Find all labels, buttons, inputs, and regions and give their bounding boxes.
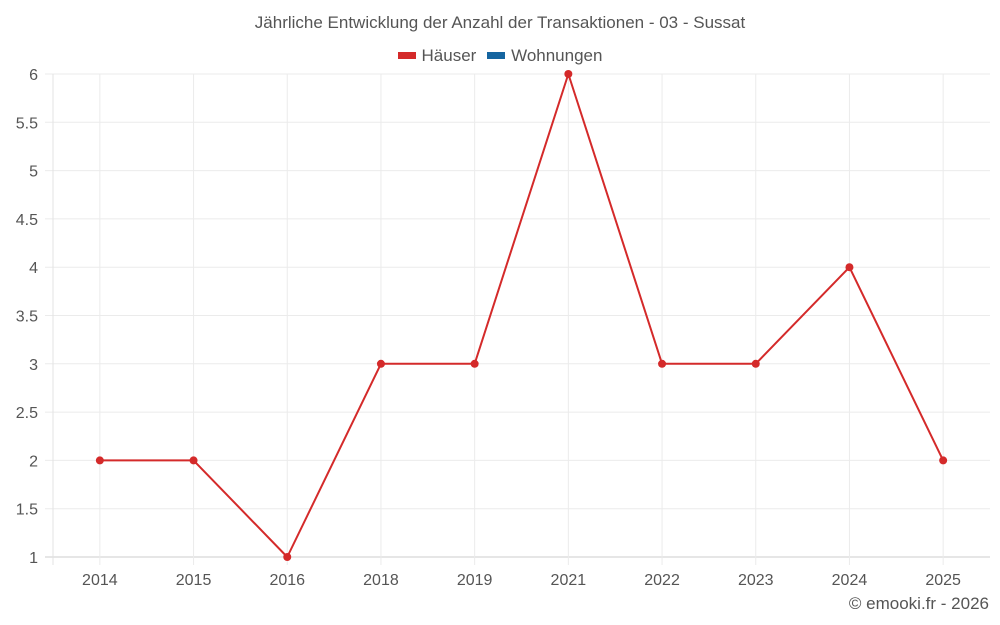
data-point[interactable] (751, 359, 760, 368)
y-tick-label: 4.5 (16, 212, 38, 229)
y-axis: 1 1.5 2 2.5 3 3.5 4 4.5 5 5.5 6 (16, 67, 38, 567)
x-tick-label: 2022 (644, 572, 680, 589)
x-tick-label: 2021 (551, 572, 587, 589)
series-haeuser (95, 70, 948, 561)
y-tick-label: 2.5 (16, 405, 38, 422)
x-tick-label: 2018 (363, 572, 399, 589)
gridlines (45, 73, 990, 565)
data-point[interactable] (658, 359, 667, 368)
y-tick-label: 3.5 (16, 309, 38, 326)
y-tick-label: 5.5 (16, 115, 38, 132)
data-point[interactable] (845, 263, 854, 272)
x-tick-label: 2019 (457, 572, 493, 589)
data-point[interactable] (470, 359, 479, 368)
data-point[interactable] (376, 359, 385, 368)
y-tick-label: 2 (29, 453, 38, 470)
data-point[interactable] (283, 553, 292, 561)
y-tick-label: 1 (29, 550, 38, 567)
y-tick-label: 6 (29, 67, 38, 84)
data-point[interactable] (189, 456, 198, 465)
x-tick-label: 2024 (832, 572, 868, 589)
y-tick-label: 4 (29, 260, 38, 277)
x-tick-label: 2014 (82, 572, 118, 589)
y-tick-label: 5 (29, 164, 38, 181)
legend-swatch-wohnungen (487, 52, 506, 59)
data-point[interactable] (564, 70, 573, 78)
legend-label-wohnungen: Wohnungen (511, 45, 603, 65)
x-tick-label: 2016 (269, 572, 305, 589)
x-tick-label: 2025 (925, 572, 961, 589)
legend-item-haeuser[interactable]: Häuser (397, 45, 477, 66)
data-point[interactable] (95, 456, 104, 465)
data-point[interactable] (939, 456, 948, 465)
legend-item-wohnungen[interactable]: Wohnungen (487, 46, 602, 66)
legend-swatch-haeuser (397, 52, 416, 59)
x-tick-label: 2023 (738, 572, 774, 589)
legend: Häuser Wohnungen (0, 44, 1000, 66)
y-tick-label: 1.5 (16, 502, 38, 519)
x-axis: 2014 2015 2016 2018 2019 2021 2022 2023 2024 2025 (82, 572, 961, 589)
x-tick-label: 2015 (176, 572, 212, 589)
chart-title: Jährliche Entwicklung der Anzahl der Tra… (254, 13, 746, 32)
legend-label-haeuser: Häuser (421, 45, 477, 65)
y-tick-label: 3 (29, 357, 38, 374)
credit-text: © emooki.fr - 2026 (848, 594, 989, 613)
